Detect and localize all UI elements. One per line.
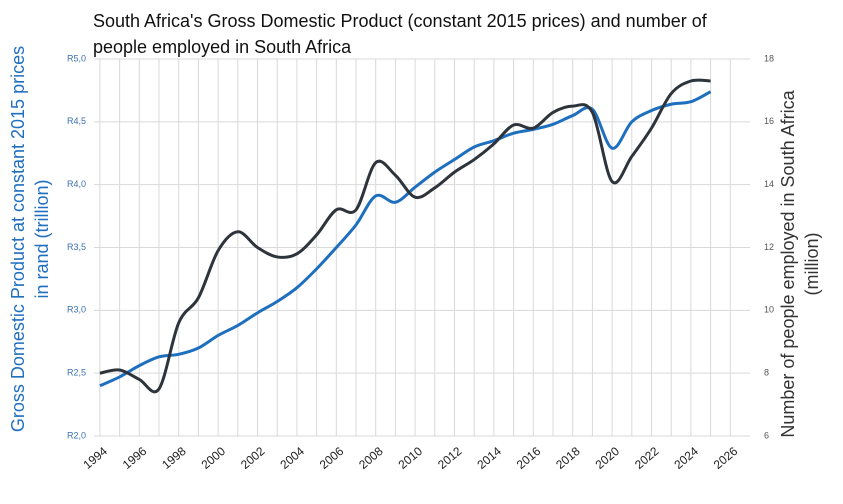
x-tick-label: 1994 bbox=[80, 444, 110, 472]
x-tick-label: 2022 bbox=[632, 444, 662, 472]
y-tick-label: R4,5 bbox=[67, 116, 86, 126]
x-tick-label: 2026 bbox=[711, 444, 741, 472]
x-tick-label: 2006 bbox=[317, 444, 347, 472]
x-tick-label: 1996 bbox=[120, 444, 150, 472]
chart-title: South Africa's Gross Domestic Product (c… bbox=[93, 11, 707, 57]
y2-tick-label: 12 bbox=[764, 242, 774, 252]
y-axis-label: Gross Domestic Product at constant 2015 … bbox=[8, 45, 52, 433]
y-tick-label: R2,0 bbox=[67, 430, 86, 440]
x-tick-label: 1998 bbox=[159, 444, 189, 472]
x-tick-label: 2010 bbox=[396, 444, 426, 472]
y2-tick-label: 18 bbox=[764, 53, 774, 63]
x-tick-label: 2002 bbox=[238, 444, 268, 472]
y-tick-label: R3,0 bbox=[67, 305, 86, 315]
x-tick-label: 2016 bbox=[514, 444, 544, 472]
y-tick-label: R2,5 bbox=[67, 368, 86, 378]
x-tick-label: 2000 bbox=[199, 444, 229, 472]
x-tick-label: 2004 bbox=[277, 444, 307, 472]
y-tick-label: R3,5 bbox=[67, 242, 86, 252]
y2-tick-label: 16 bbox=[764, 116, 774, 126]
x-tick-label: 2012 bbox=[435, 444, 465, 472]
y2-tick-label: 8 bbox=[764, 368, 769, 378]
y2-axis-label: Number of people employed in South Afric… bbox=[778, 90, 822, 438]
x-tick-label: 2024 bbox=[671, 444, 701, 472]
data-line bbox=[99, 78, 711, 394]
x-tick-label: 2014 bbox=[474, 444, 504, 472]
y2-tick-label: 14 bbox=[764, 179, 774, 189]
y2-tick-label: 10 bbox=[764, 305, 774, 315]
x-tick-label: 2008 bbox=[356, 444, 386, 472]
y2-tick-label: 6 bbox=[764, 430, 769, 440]
y-tick-label: R4,0 bbox=[67, 179, 86, 189]
x-tick-label: 2020 bbox=[593, 444, 623, 472]
x-tick-label: 2018 bbox=[553, 444, 583, 472]
data-line bbox=[99, 90, 712, 388]
y-tick-label: R5,0 bbox=[67, 53, 86, 63]
